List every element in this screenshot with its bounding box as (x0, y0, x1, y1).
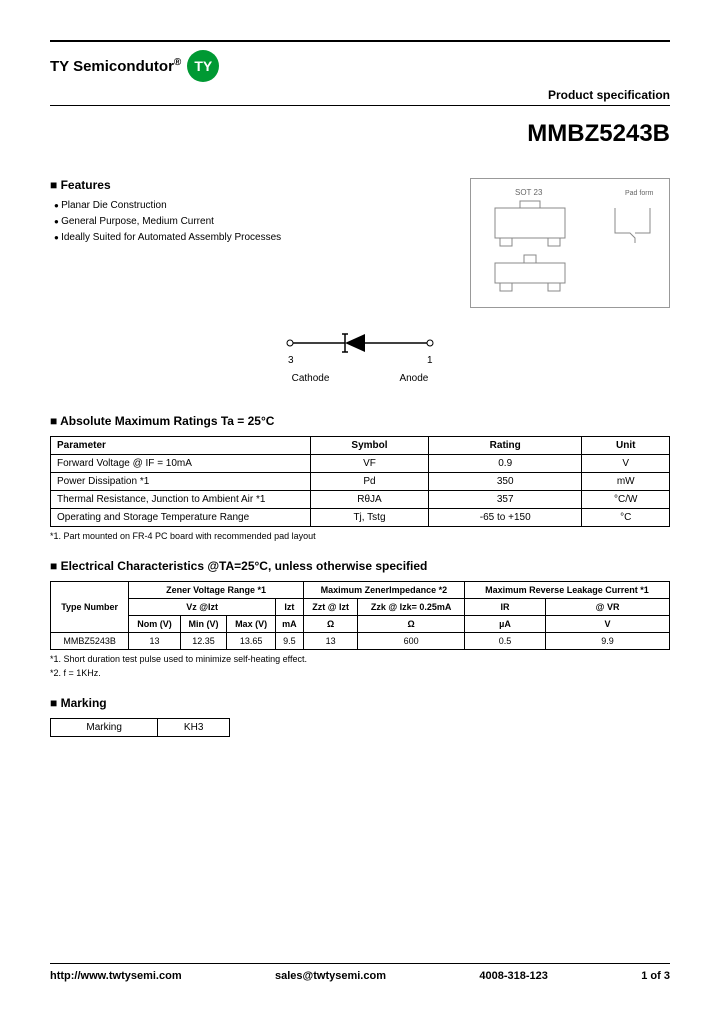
col-zener-range: Zener Voltage Range *1 (129, 582, 304, 599)
table-row: Forward Voltage @ IF = 10mA VF 0.9 V (51, 455, 670, 473)
footer-page: 1 of 3 (641, 970, 670, 982)
col-max-imp: Maximum ZenerImpedance *2 (303, 582, 464, 599)
company-logo-icon: TY (187, 50, 219, 82)
table-row: MMBZ5243B 13 12.35 13.65 9.5 13 600 0.5 … (51, 633, 670, 650)
col-rating: Rating (428, 437, 581, 455)
col-unit: Unit (582, 437, 670, 455)
col-parameter: Parameter (51, 437, 311, 455)
abs-max-table: Parameter Symbol Rating Unit Forward Vol… (50, 436, 670, 527)
company-name: TY Semicondutor® (50, 57, 181, 75)
cathode-pin-num: 3 (288, 355, 294, 366)
col-max-leak: Maximum Reverse Leakage Current *1 (464, 582, 669, 599)
col-type: Type Number (51, 582, 129, 633)
marking-value: KH3 (158, 719, 230, 737)
footer-url: http://www.twtysemi.com (50, 970, 182, 982)
feature-item: Planar Die Construction (50, 200, 450, 211)
abs-max-note: *1. Part mounted on FR-4 PC board with r… (50, 531, 670, 541)
spec-label: Product specification (50, 88, 670, 106)
anode-pin-num: 1 (427, 355, 433, 366)
elec-note2: *2. f = 1KHz. (50, 668, 670, 678)
sub-zzk: Zzk @ Izk= 0.25mA (358, 599, 465, 616)
zener-diode-icon: 3 1 (270, 328, 450, 368)
sub-vr: @ VR (546, 599, 670, 616)
marking-heading: Marking (50, 696, 670, 710)
package-diagram: SOT 23 Pad form (470, 178, 670, 308)
feature-item: Ideally Suited for Automated Assembly Pr… (50, 232, 450, 243)
marking-label: Marking (51, 719, 158, 737)
sub-izt: Izt (275, 599, 303, 616)
footer-email: sales@twtysemi.com (275, 970, 386, 982)
page-footer: http://www.twtysemi.com sales@twtysemi.c… (50, 963, 670, 982)
sot23-label: SOT 23 (515, 188, 543, 197)
sub-ir: IR (464, 599, 545, 616)
part-number: MMBZ5243B (50, 120, 670, 148)
elec-table: Type Number Zener Voltage Range *1 Maxim… (50, 581, 670, 650)
diode-symbol-diagram: 3 1 Cathode Anode (50, 328, 670, 384)
package-outline-icon: SOT 23 Pad form (475, 183, 665, 303)
table-row: Thermal Resistance, Junction to Ambient … (51, 491, 670, 509)
table-row: Operating and Storage Temperature Range … (51, 509, 670, 527)
abs-max-heading: Absolute Maximum Ratings Ta = 25°C (50, 414, 670, 428)
sub-vz: Vz @Izt (129, 599, 276, 616)
padform-label: Pad form (625, 190, 654, 197)
footer-phone: 4008-318-123 (479, 970, 548, 982)
sub-zzt: Zzt @ Izt (303, 599, 357, 616)
col-symbol: Symbol (310, 437, 428, 455)
marking-table: Marking KH3 (50, 718, 230, 737)
feature-item: General Purpose, Medium Current (50, 216, 450, 227)
table-row: Power Dissipation *1 Pd 350 mW (51, 473, 670, 491)
features-package-row: Features Planar Die Construction General… (50, 178, 670, 308)
cathode-label: Cathode (292, 373, 330, 384)
features-heading: Features (50, 178, 450, 192)
elec-note1: *1. Short duration test pulse used to mi… (50, 654, 670, 664)
header-block: TY Semicondutor® TY Product specificatio… (50, 40, 670, 106)
elec-heading: Electrical Characteristics @TA=25°C, unl… (50, 559, 670, 573)
anode-label: Anode (399, 373, 428, 384)
company-row: TY Semicondutor® TY (50, 50, 670, 82)
